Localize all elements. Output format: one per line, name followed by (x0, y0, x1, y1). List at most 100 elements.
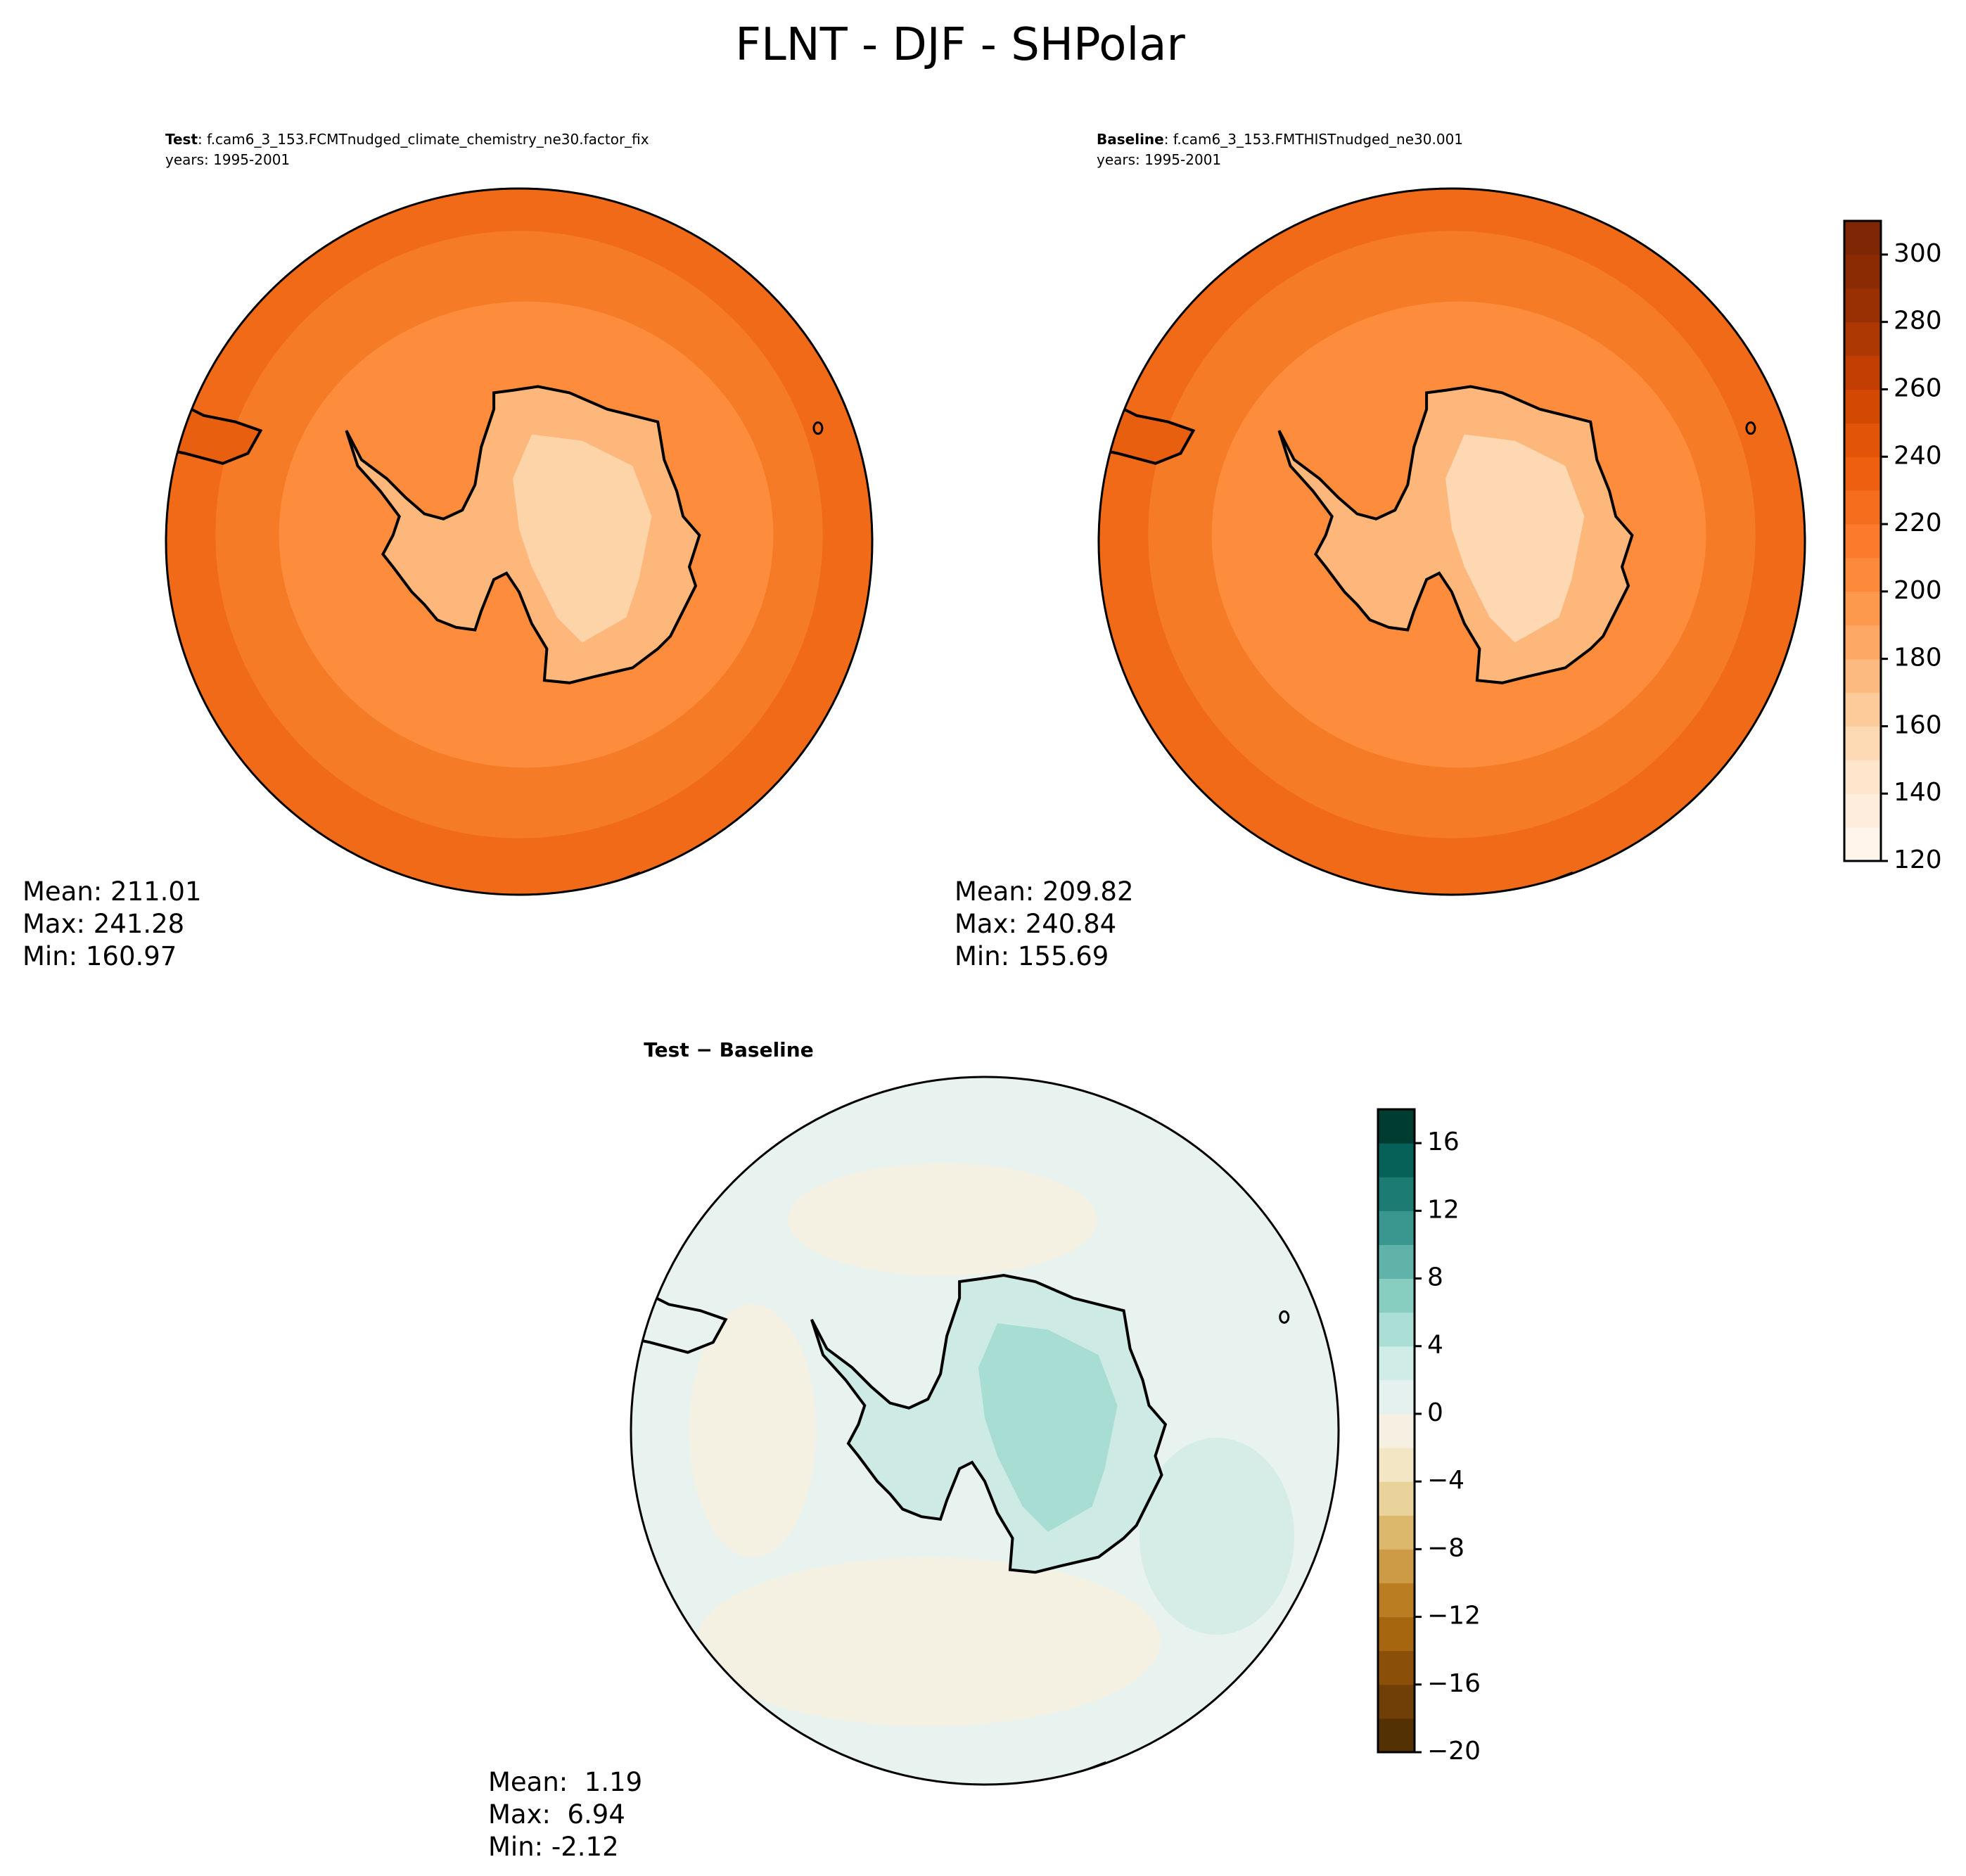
stat: Min: 155.69 (955, 941, 1109, 971)
contour-band (689, 1304, 816, 1557)
polar-map (1099, 189, 1805, 895)
colorbar-tick-label: 16 (1427, 1128, 1460, 1156)
maps (165, 187, 1806, 1786)
colorbar-tick-label: 240 (1894, 441, 1942, 470)
panel-years: years: 1995-2001 (165, 151, 290, 168)
colorbar-tick-label: 0 (1427, 1398, 1443, 1427)
colorbar-band (1844, 760, 1881, 794)
colorbar-band (1844, 793, 1881, 828)
colorbar-band (1378, 1143, 1415, 1178)
colorbar-band (1844, 827, 1881, 862)
colorbar: 120 140 160 180 200 220 240 260 280 300 (1843, 219, 1942, 874)
stat: Mean: 1.19 (488, 1767, 642, 1797)
colorbar-tick-label: 4 (1427, 1331, 1443, 1360)
colorbar-band (1378, 1583, 1415, 1618)
island (1279, 1310, 1290, 1324)
figure-title: FLNT - DJF - SHPolar (735, 19, 1185, 71)
panel-case: : f.cam6_3_153.FCMTnudged_climate_chemis… (198, 131, 649, 148)
colorbar-tick-label: 140 (1894, 778, 1942, 807)
colorbar-band (1844, 389, 1881, 423)
colorbar-band (1378, 1413, 1415, 1448)
panel-header: Baseline: f.cam6_3_153.FMTHISTnudged_ne3… (1097, 131, 1463, 148)
colorbar-band (1844, 658, 1881, 694)
colorbar-band (1378, 1177, 1415, 1211)
colorbar: −20 −16 −12 −8 −4 0 4 8 12 16 (1377, 1108, 1481, 1766)
colorbar-band (1378, 1616, 1415, 1652)
continent-core (513, 434, 652, 643)
panel-years: years: 1995-2001 (1097, 151, 1221, 168)
colorbar-band (1378, 1549, 1415, 1583)
colorbar-band (1378, 1379, 1415, 1415)
contour-band (1140, 1438, 1294, 1635)
panel-label: Test (165, 131, 198, 148)
map-border (1097, 187, 1806, 896)
colorbar-band (1844, 490, 1881, 525)
colorbar-band (1378, 1244, 1415, 1280)
colorbar-frame (1843, 219, 1882, 862)
colorbar-tick-label: −16 (1427, 1669, 1481, 1698)
colorbar-band (1378, 1312, 1415, 1347)
colorbar-band (1844, 288, 1881, 323)
colorbar-band (1378, 1448, 1415, 1482)
colorbar-band (1378, 1481, 1415, 1516)
contour-band (696, 1557, 1161, 1726)
colorbar-band (1378, 1346, 1415, 1381)
continent-core (978, 1323, 1118, 1532)
colorbar-band (1844, 591, 1881, 626)
colorbar-tick-label: −8 (1427, 1533, 1464, 1562)
colorbar-tick-label: 160 (1894, 710, 1942, 739)
panel-case: : f.cam6_3_153.FMTHISTnudged_ne30.001 (1164, 131, 1463, 148)
stat: Max: 241.28 (23, 909, 184, 939)
colorbar-tick-label: 220 (1894, 509, 1942, 537)
coastline (1277, 385, 1634, 684)
island (1745, 421, 1756, 435)
island (812, 421, 824, 435)
colorbar-band (1844, 726, 1881, 760)
colorbar-band (1844, 524, 1881, 559)
colorbar-band (1378, 1211, 1415, 1245)
colorbar-band (1844, 254, 1881, 289)
panel-label: Baseline (1097, 131, 1164, 148)
colorbar-tick-label: 8 (1427, 1263, 1443, 1292)
colorbar-tick-label: −12 (1427, 1602, 1481, 1631)
colorbar-tick-label: 280 (1894, 307, 1942, 336)
continent-core (1445, 434, 1585, 643)
stat: Mean: 211.01 (23, 876, 202, 907)
colorbar-tick-label: 12 (1427, 1195, 1460, 1224)
colorbar-tick-label: −20 (1427, 1737, 1481, 1766)
polar-map (166, 189, 872, 895)
colorbar-band (1378, 1109, 1415, 1144)
colorbar-band (1378, 1684, 1415, 1719)
stat: Min: 160.97 (23, 941, 177, 971)
colorbar-band (1378, 1718, 1415, 1753)
colorbar-band (1378, 1515, 1415, 1550)
colorbar-frame (1377, 1108, 1416, 1754)
colorbar-band (1378, 1650, 1415, 1685)
colorbar-band (1844, 221, 1881, 255)
polar-map (631, 1077, 1339, 1785)
panel-label: Test − Baseline (644, 1038, 813, 1061)
colorbar-band (1844, 321, 1881, 357)
panel-header: Test: f.cam6_3_153.FCMTnudged_climate_ch… (165, 131, 649, 148)
colorbar-tick-label: −4 (1427, 1466, 1464, 1495)
map-border (630, 1076, 1340, 1786)
colorbar-tick-label: 300 (1894, 239, 1942, 268)
colorbar-tick-label: 200 (1894, 576, 1942, 605)
stat: Max: 240.84 (955, 909, 1116, 939)
coastline (810, 1273, 1168, 1574)
colorbar-band (1844, 423, 1881, 457)
colorbar-band (1844, 355, 1881, 390)
colorbar-band (1844, 692, 1881, 727)
stat: Min: -2.12 (488, 1832, 619, 1862)
stat: Max: 6.94 (488, 1799, 625, 1830)
colorbar-tick-label: 260 (1894, 374, 1942, 402)
coastline (345, 385, 701, 684)
colorbar-tick-label: 180 (1894, 644, 1942, 672)
contour-band (788, 1163, 1097, 1276)
stat: Mean: 209.82 (955, 876, 1134, 907)
colorbar-band (1844, 557, 1881, 592)
colorbar-band (1844, 625, 1881, 660)
colorbar-tick-label: 120 (1894, 846, 1942, 874)
colorbar-band (1378, 1278, 1415, 1313)
